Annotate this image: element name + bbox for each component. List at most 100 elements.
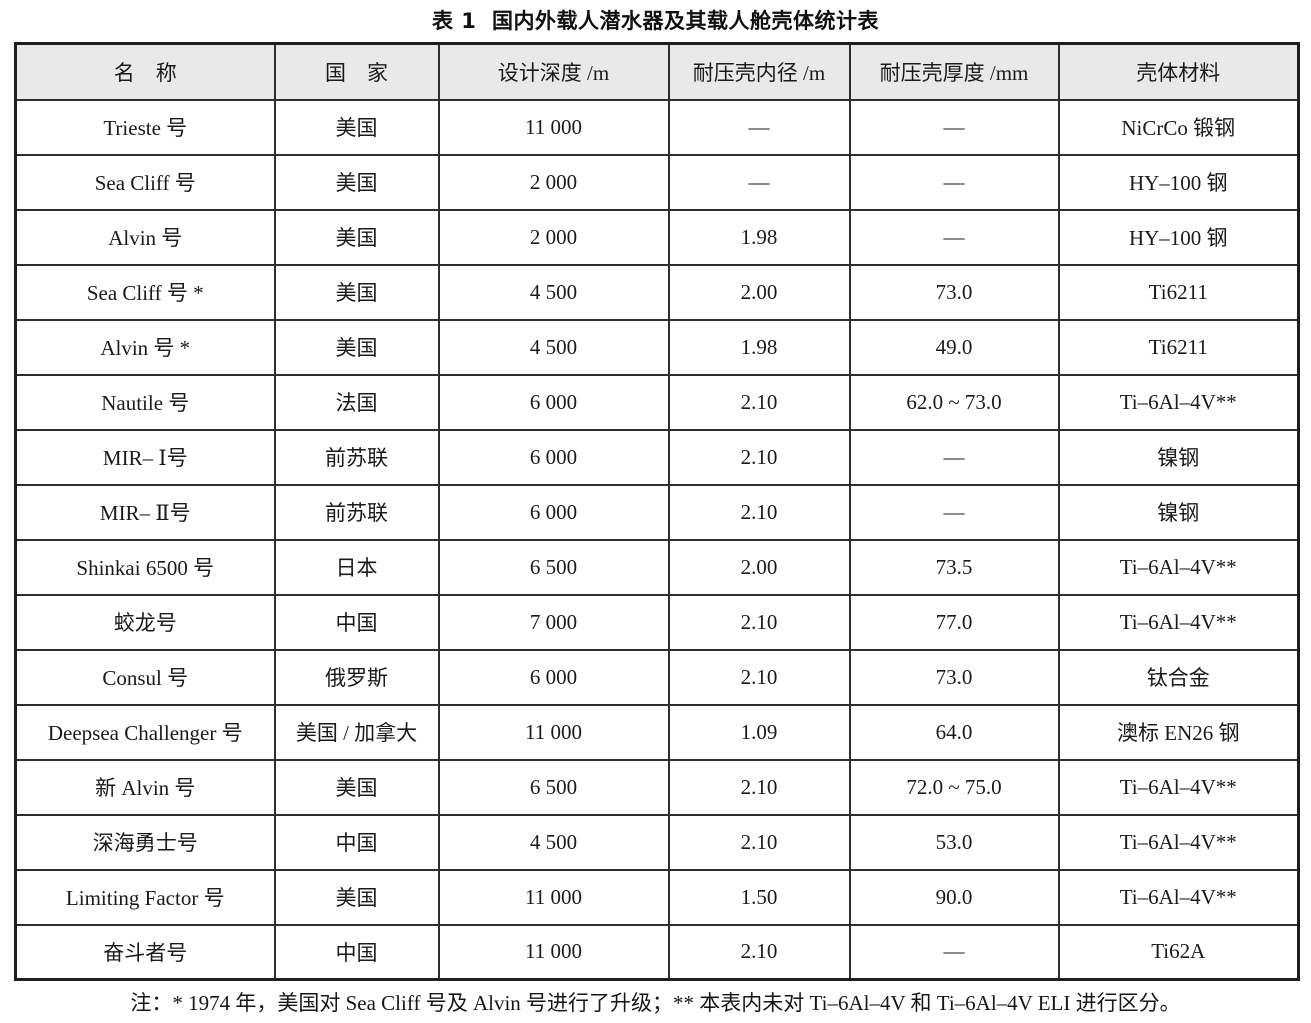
table-cell: 美国 bbox=[273, 98, 440, 156]
table-cell: 奋斗者号 bbox=[14, 923, 276, 981]
table-cell: 73.0 bbox=[848, 648, 1060, 706]
table-row: Trieste 号美国 11 000— — NiCrCo 锻钢 bbox=[14, 98, 1300, 156]
table-row: Sea Cliff 号 * 美国 4 500 2.00 73.0 Ti6211 bbox=[14, 263, 1300, 321]
table-cell: 镍钢 bbox=[1057, 428, 1300, 486]
header-cell-name: 名 称 bbox=[14, 42, 276, 101]
table-footnote: 注：* 1974 年，美国对 Sea Cliff 号及 Alvin 号进行了升级… bbox=[130, 991, 1181, 1015]
table-cell: 美国 bbox=[273, 758, 440, 816]
table-cell: HY–100 钢 bbox=[1057, 153, 1300, 211]
table-cell: 6 000 bbox=[437, 483, 670, 541]
table-cell: 新 Alvin 号 bbox=[14, 758, 276, 816]
table-title: 表 1 国内外载人潜水器及其载人舱壳体统计表 bbox=[431, 9, 880, 33]
table-row: Alvin 号 * 美国 4 500 1.98 49.0 Ti6211 bbox=[14, 318, 1300, 376]
submersibles-table: 名 称 国 家 设计深度 /m 耐压壳内径 /m 耐压壳厚度 /mm 壳体材料 … bbox=[14, 42, 1300, 981]
table-cell: 中国 bbox=[273, 923, 440, 981]
table-cell: — bbox=[848, 98, 1060, 156]
table-cell: Ti–6Al–4V** bbox=[1057, 593, 1300, 651]
table-cell: MIR– Ⅱ号 bbox=[14, 483, 276, 541]
table-cell: 2.10 bbox=[667, 758, 851, 816]
table-cell: Ti–6Al–4V** bbox=[1057, 758, 1300, 816]
table-cell: 美国 bbox=[273, 263, 440, 321]
header-cell-design-depth: 设计深度 /m bbox=[437, 42, 670, 101]
table-cell: Ti–6Al–4V** bbox=[1057, 868, 1300, 926]
table-cell: 日本 bbox=[273, 538, 440, 596]
table-cell: HY–100 钢 bbox=[1057, 208, 1300, 266]
table-cell: Alvin 号 * bbox=[14, 318, 276, 376]
table-cell: 6 000 bbox=[437, 428, 670, 486]
table-cell: 中国 bbox=[273, 813, 440, 871]
table-cell: 73.0 bbox=[848, 263, 1060, 321]
table-cell: 1.98 bbox=[667, 208, 851, 266]
table-cell: Consul 号 bbox=[14, 648, 276, 706]
table-cell: 1.98 bbox=[667, 318, 851, 376]
table-cell: 49.0 bbox=[848, 318, 1060, 376]
table-cell: Ti6211 bbox=[1057, 318, 1300, 376]
table-cell: Ti6211 bbox=[1057, 263, 1300, 321]
table-row: 奋斗者号 中国 11 000 2.10— Ti62A bbox=[14, 923, 1300, 981]
header-cell-inner-diameter: 耐压壳内径 /m bbox=[667, 42, 851, 101]
table-cell: — bbox=[667, 98, 851, 156]
table-cell: 11 000 bbox=[437, 98, 670, 156]
table-row: Nautile 号法国 6 000 2.10 62.0 ~ 73.0 Ti–6Al–4V… bbox=[14, 373, 1300, 431]
table-row: MIR– Ⅱ号 前苏联 6 000 2.10— 镍钢 bbox=[14, 483, 1300, 541]
table-cell: Limiting Factor 号 bbox=[14, 868, 276, 926]
table-cell: 2 000 bbox=[437, 153, 670, 211]
table-cell: 73.5 bbox=[848, 538, 1060, 596]
table-cell: 2.00 bbox=[667, 263, 851, 321]
table-row: 蛟龙号 中国 7 000 2.10 77.0 Ti–6Al–4V** bbox=[14, 593, 1300, 651]
table-cell: 美国 bbox=[273, 208, 440, 266]
table-cell: 62.0 ~ 73.0 bbox=[848, 373, 1060, 431]
table-cell: 2.10 bbox=[667, 648, 851, 706]
table-cell: 蛟龙号 bbox=[14, 593, 276, 651]
table-body: Trieste 号美国 11 000— — NiCrCo 锻钢 Sea Cliff 号美… bbox=[14, 98, 1300, 981]
table-cell: — bbox=[848, 923, 1060, 981]
table-cell: 2.10 bbox=[667, 373, 851, 431]
table-cell: 6 500 bbox=[437, 538, 670, 596]
table-cell: 1.50 bbox=[667, 868, 851, 926]
table-cell: 6 000 bbox=[437, 373, 670, 431]
table-cell: 2.10 bbox=[667, 593, 851, 651]
table-cell: 72.0 ~ 75.0 bbox=[848, 758, 1060, 816]
table-cell: 6 500 bbox=[437, 758, 670, 816]
table-cell: Trieste 号 bbox=[14, 98, 276, 156]
table-cell: 深海勇士号 bbox=[14, 813, 276, 871]
header-cell-country: 国 家 bbox=[273, 42, 440, 101]
table-cell: 4 500 bbox=[437, 263, 670, 321]
table-cell: 53.0 bbox=[848, 813, 1060, 871]
table-cell: Ti–6Al–4V** bbox=[1057, 373, 1300, 431]
table-row: Shinkai 6500 号日本 6 500 2.00 73.5 Ti–6Al–4V** bbox=[14, 538, 1300, 596]
table-cell: Ti–6Al–4V** bbox=[1057, 538, 1300, 596]
table-cell: 镍钢 bbox=[1057, 483, 1300, 541]
table-cell: 美国 / 加拿大 bbox=[273, 703, 440, 761]
header-row: 名 称 国 家 设计深度 /m 耐压壳内径 /m 耐压壳厚度 /mm 壳体材料 bbox=[14, 42, 1300, 101]
table-cell: 前苏联 bbox=[273, 483, 440, 541]
table-cell: 法国 bbox=[273, 373, 440, 431]
table-cell: 2.10 bbox=[667, 428, 851, 486]
table-cell: 7 000 bbox=[437, 593, 670, 651]
table-cell: NiCrCo 锻钢 bbox=[1057, 98, 1300, 156]
header-cell-shell-thickness: 耐压壳厚度 /mm bbox=[848, 42, 1060, 101]
table-header: 名 称 国 家 设计深度 /m 耐压壳内径 /m 耐压壳厚度 /mm 壳体材料 bbox=[14, 42, 1300, 101]
header-cell-shell-material: 壳体材料 bbox=[1057, 42, 1300, 101]
table-cell: — bbox=[848, 483, 1060, 541]
table-cell: 77.0 bbox=[848, 593, 1060, 651]
table-cell: 1.09 bbox=[667, 703, 851, 761]
table-cell: Nautile 号 bbox=[14, 373, 276, 431]
table-cell: 2.10 bbox=[667, 483, 851, 541]
table-cell: 6 000 bbox=[437, 648, 670, 706]
table-cell: 钛合金 bbox=[1057, 648, 1300, 706]
table-cell: — bbox=[848, 428, 1060, 486]
table-cell: — bbox=[667, 153, 851, 211]
table-cell: 前苏联 bbox=[273, 428, 440, 486]
table-cell: — bbox=[848, 153, 1060, 211]
table-cell: 俄罗斯 bbox=[273, 648, 440, 706]
table-row: 深海勇士号 中国 4 500 2.10 53.0 Ti–6Al–4V** bbox=[14, 813, 1300, 871]
table-cell: Sea Cliff 号 bbox=[14, 153, 276, 211]
table-cell: Sea Cliff 号 * bbox=[14, 263, 276, 321]
table-cell: — bbox=[848, 208, 1060, 266]
table-cell: 11 000 bbox=[437, 868, 670, 926]
table-cell: Ti–6Al–4V** bbox=[1057, 813, 1300, 871]
table-cell: 11 000 bbox=[437, 923, 670, 981]
table-row: Limiting Factor 号美国 11 000 1.50 90.0 Ti–6Al–… bbox=[14, 868, 1300, 926]
